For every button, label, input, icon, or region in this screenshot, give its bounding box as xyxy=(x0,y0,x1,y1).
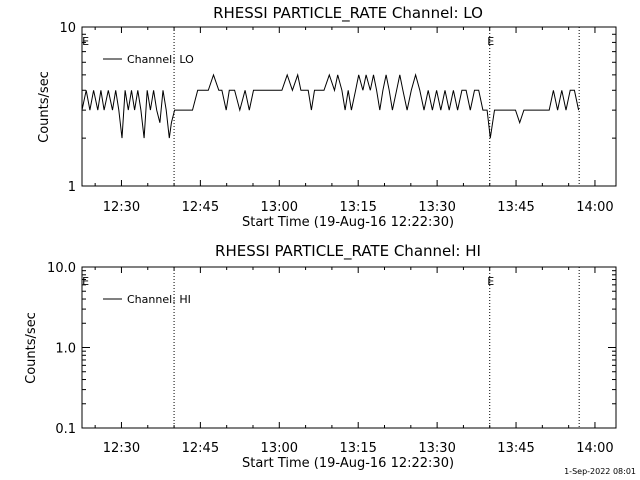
x-tick-label: 12:30 xyxy=(103,441,140,456)
x-axis-label: Start Time (19-Aug-16 12:22:30) xyxy=(242,456,454,471)
x-tick-label: 14:00 xyxy=(576,200,613,215)
x-tick-label: 14:00 xyxy=(576,441,613,456)
x-tick-label: 13:15 xyxy=(339,441,376,456)
y-tick-label: 1.0 xyxy=(55,342,76,357)
x-tick-label: 12:30 xyxy=(103,200,140,215)
x-tick-label: 13:30 xyxy=(418,441,455,456)
chart-panel-hi: RHESSI PARTICLE_RATE Channel: HI Start T… xyxy=(24,242,617,471)
marker-label: E xyxy=(487,35,494,48)
chart-title: RHESSI PARTICLE_RATE Channel: LO xyxy=(213,4,483,23)
y-tick-label: 10.0 xyxy=(47,261,76,276)
y-tick-label: 0.1 xyxy=(55,422,76,437)
x-tick-label: 12:45 xyxy=(182,200,219,215)
x-tick-label: 13:45 xyxy=(497,441,534,456)
y-tick-label: 10 xyxy=(59,21,76,36)
y-axis-label: Counts/sec xyxy=(37,71,52,143)
legend: Channel: LO xyxy=(103,53,194,66)
y-axis-label: Counts/sec xyxy=(24,312,39,384)
x-axis-label: Start Time (19-Aug-16 12:22:30) xyxy=(242,215,454,230)
x-tick-label: 13:45 xyxy=(497,200,534,215)
y-tick-label: 1 xyxy=(68,180,76,195)
x-tick-label: 12:45 xyxy=(182,441,219,456)
series-lines xyxy=(81,73,580,139)
marker-label: E xyxy=(487,275,494,288)
marker-label: E xyxy=(82,275,89,288)
legend-label: Channel: HI xyxy=(127,293,191,306)
series-line xyxy=(81,73,580,139)
x-tick-label: 13:00 xyxy=(261,200,298,215)
x-tick-label: 13:30 xyxy=(418,200,455,215)
x-tick-label: 13:15 xyxy=(339,200,376,215)
x-tick-label: 13:00 xyxy=(261,441,298,456)
date-stamp: 1-Sep-2022 08:01 xyxy=(564,467,636,476)
marker-label: E xyxy=(82,35,89,48)
plot-frame xyxy=(81,26,617,187)
chart-panel-lo: RHESSI PARTICLE_RATE Channel: LO Start T… xyxy=(37,4,617,230)
legend-label: Channel: LO xyxy=(127,53,194,66)
chart-title: RHESSI PARTICLE_RATE Channel: HI xyxy=(215,242,481,261)
axis-ticks: 12:30 12:45 13:00 13:15 13:30 13:45 14:00 1 10 xyxy=(59,21,616,215)
legend: Channel: HI xyxy=(103,293,191,306)
